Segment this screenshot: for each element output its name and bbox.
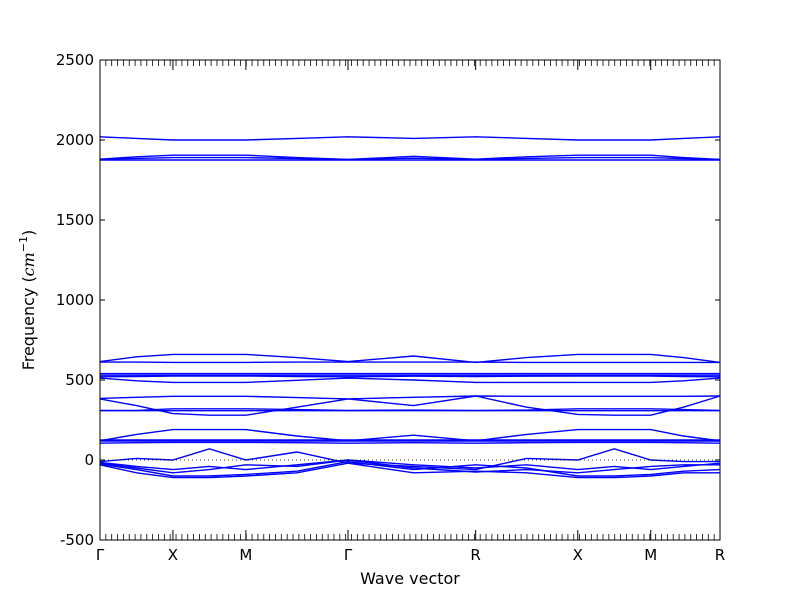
y-tick-label: 2500 <box>56 51 94 69</box>
band-line-9 <box>99 375 721 378</box>
y-tick-label: -500 <box>60 531 94 549</box>
x-tick-label: Γ <box>344 546 353 564</box>
band-line-15 <box>99 428 721 442</box>
x-minor-ticks <box>99 60 721 540</box>
band-line-3 <box>99 156 721 161</box>
y-tick-label: 500 <box>65 371 94 389</box>
x-axis-label: Wave vector <box>360 569 460 588</box>
band-line-11 <box>99 395 721 400</box>
band-line-21 <box>99 459 720 474</box>
x-tick-label: X <box>573 546 583 564</box>
band-line-18 <box>99 441 721 444</box>
x-tick-label: R <box>470 546 480 564</box>
x-tick-label: M <box>644 546 657 564</box>
band-line-12 <box>99 395 721 416</box>
band-line-5 <box>99 353 721 364</box>
y-tick-label: 0 <box>84 451 94 469</box>
y-axis-label: Frequency (cm−1) <box>17 230 38 371</box>
x-tick-label: R <box>715 546 725 564</box>
y-axis: -500 0 500 1000 1500 2000 2500 <box>56 51 720 549</box>
band-line-19 <box>99 448 720 471</box>
x-tick-label: Γ <box>96 546 105 564</box>
band-line-10 <box>99 377 721 384</box>
band-line-22 <box>99 460 721 477</box>
y-tick-label: 1500 <box>56 211 94 229</box>
x-tick-label: M <box>239 546 252 564</box>
y-tick-label: 1000 <box>56 291 94 309</box>
x-tick-label: X <box>168 546 178 564</box>
band-line-23 <box>99 462 720 479</box>
band-line-20 <box>99 459 721 471</box>
series-group <box>99 136 721 479</box>
band-line-1 <box>99 136 721 141</box>
band-line-2 <box>99 154 721 161</box>
y-tick-label: 2000 <box>56 131 94 149</box>
